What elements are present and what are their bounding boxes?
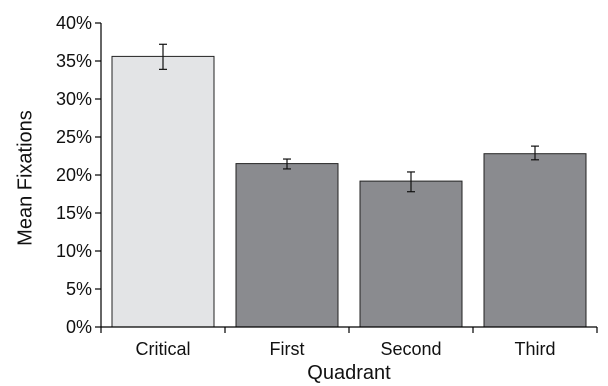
error-bar-second [407,171,415,193]
y-axis-ticks: 0% 5% 10% 15% 20% 25% 30% 35% 40% [56,13,101,337]
bar-critical [111,55,215,328]
x-tick-label: First [270,339,305,359]
y-tick-label: 30% [56,89,92,109]
error-bars [159,43,539,193]
y-tick-label: 35% [56,51,92,71]
y-tick-label: 20% [56,165,92,185]
y-tick-label: 25% [56,127,92,147]
x-tick-label: Second [380,339,441,359]
error-bar-critical [159,43,167,70]
error-bar-first [283,158,291,170]
error-bar-third [531,145,539,161]
bar-second [359,180,463,328]
y-tick-label: 10% [56,241,92,261]
y-tick-label: 15% [56,203,92,223]
x-axis-title: Quadrant [307,362,391,384]
y-tick-label: 40% [56,13,92,33]
bar-first [235,163,339,328]
bars [111,55,587,328]
x-axis-ticks: Critical First Second Third [100,327,598,359]
x-tick-label: Critical [135,339,190,359]
x-tick-label: Third [514,339,555,359]
y-tick-label: 0% [66,317,92,337]
bar-third [483,153,587,328]
y-axis-title: Mean Fixations [14,110,36,246]
y-tick-label: 5% [66,279,92,299]
